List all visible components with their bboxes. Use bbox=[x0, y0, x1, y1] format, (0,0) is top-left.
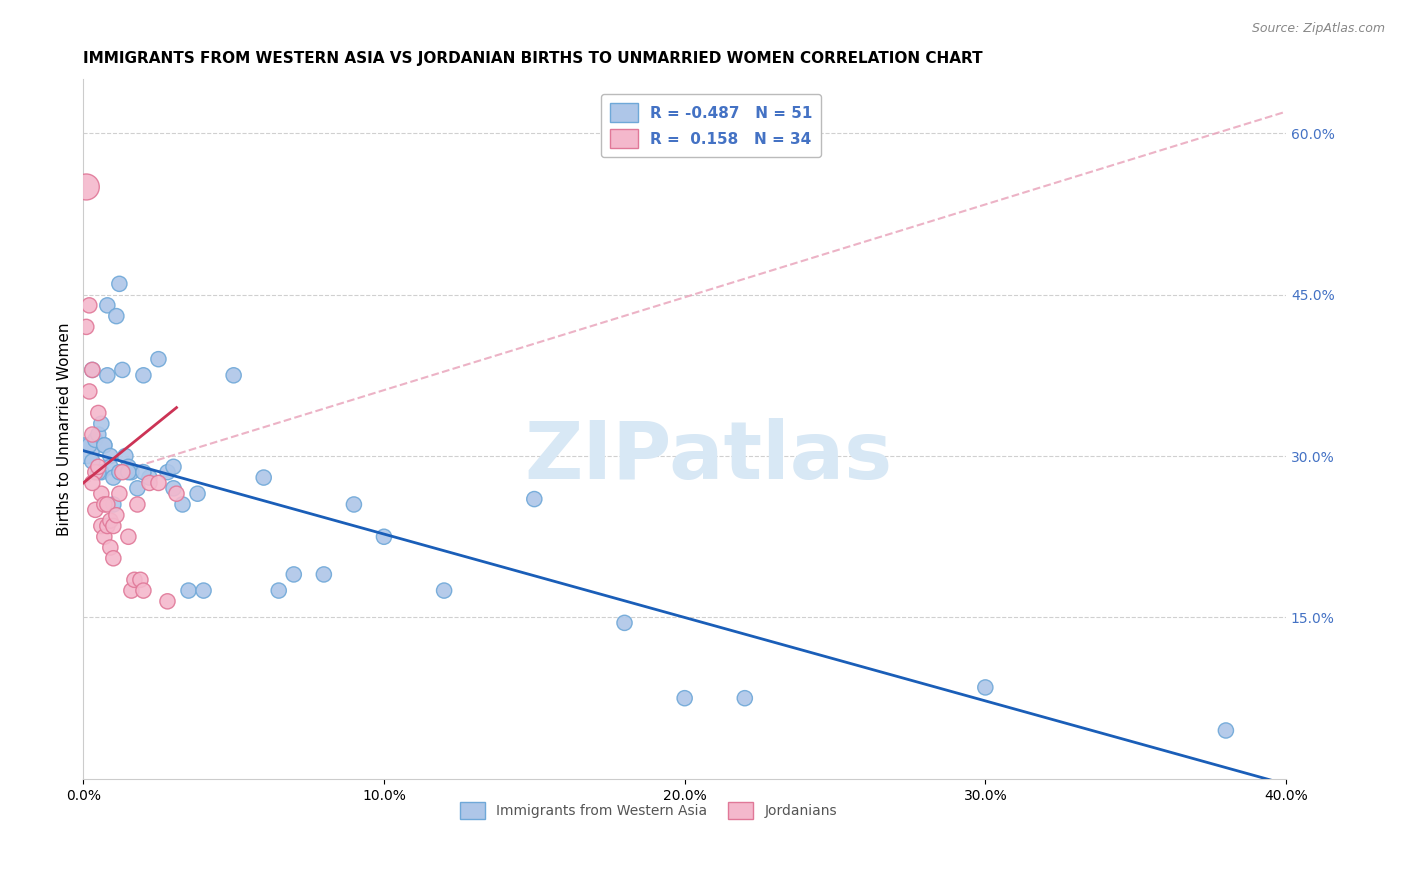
Point bbox=[253, 470, 276, 484]
Point bbox=[93, 498, 115, 512]
Point bbox=[96, 498, 118, 512]
Point bbox=[93, 438, 115, 452]
Point bbox=[283, 567, 305, 582]
Point bbox=[90, 486, 112, 500]
Point bbox=[373, 530, 395, 544]
Point bbox=[523, 492, 546, 507]
Point bbox=[127, 498, 149, 512]
Point bbox=[103, 498, 125, 512]
Point bbox=[613, 615, 636, 630]
Point bbox=[734, 691, 756, 706]
Point bbox=[343, 498, 366, 512]
Point bbox=[93, 438, 115, 452]
Point bbox=[117, 459, 139, 474]
Point bbox=[120, 465, 142, 479]
Point bbox=[105, 309, 128, 323]
Point bbox=[90, 417, 112, 431]
Point bbox=[1215, 723, 1237, 738]
Point bbox=[177, 583, 200, 598]
Legend: Immigrants from Western Asia, Jordanians: Immigrants from Western Asia, Jordanians bbox=[454, 797, 842, 824]
Point bbox=[267, 583, 290, 598]
Point bbox=[84, 465, 107, 479]
Point bbox=[90, 465, 112, 479]
Point bbox=[105, 508, 128, 523]
Point bbox=[111, 363, 134, 377]
Point bbox=[79, 298, 101, 312]
Point bbox=[98, 514, 121, 528]
Point bbox=[108, 277, 131, 291]
Point bbox=[172, 498, 194, 512]
Point bbox=[222, 368, 245, 383]
Point bbox=[87, 465, 110, 479]
Point bbox=[82, 454, 104, 468]
Text: ZIPatlas: ZIPatlas bbox=[524, 418, 893, 496]
Point bbox=[87, 459, 110, 474]
Text: IMMIGRANTS FROM WESTERN ASIA VS JORDANIAN BIRTHS TO UNMARRIED WOMEN CORRELATION : IMMIGRANTS FROM WESTERN ASIA VS JORDANIA… bbox=[83, 51, 983, 66]
Point bbox=[117, 530, 139, 544]
Text: Source: ZipAtlas.com: Source: ZipAtlas.com bbox=[1251, 22, 1385, 36]
Point bbox=[132, 465, 155, 479]
Point bbox=[93, 530, 115, 544]
Point bbox=[162, 481, 184, 495]
Point bbox=[84, 503, 107, 517]
Point bbox=[75, 319, 97, 334]
Point bbox=[156, 594, 179, 608]
Point bbox=[148, 352, 170, 367]
Point bbox=[193, 583, 215, 598]
Point bbox=[138, 470, 160, 484]
Point bbox=[82, 475, 104, 490]
Point bbox=[127, 481, 149, 495]
Point bbox=[79, 438, 101, 452]
Point bbox=[156, 465, 179, 479]
Point bbox=[108, 465, 131, 479]
Point bbox=[132, 583, 155, 598]
Point bbox=[75, 443, 97, 458]
Point bbox=[111, 465, 134, 479]
Point bbox=[108, 486, 131, 500]
Point bbox=[87, 406, 110, 420]
Point bbox=[124, 573, 146, 587]
Point bbox=[96, 519, 118, 533]
Point bbox=[117, 465, 139, 479]
Point bbox=[132, 368, 155, 383]
Point bbox=[98, 459, 121, 474]
Point bbox=[82, 363, 104, 377]
Point bbox=[166, 486, 188, 500]
Point bbox=[90, 519, 112, 533]
Point bbox=[312, 567, 335, 582]
Point bbox=[148, 475, 170, 490]
Point bbox=[138, 475, 160, 490]
Point bbox=[103, 551, 125, 566]
Point bbox=[673, 691, 696, 706]
Point bbox=[103, 519, 125, 533]
Point bbox=[974, 681, 997, 695]
Y-axis label: Births to Unmarried Women: Births to Unmarried Women bbox=[58, 322, 72, 536]
Point bbox=[79, 384, 101, 399]
Point bbox=[96, 298, 118, 312]
Point bbox=[82, 427, 104, 442]
Point bbox=[162, 459, 184, 474]
Point bbox=[82, 363, 104, 377]
Point bbox=[129, 573, 152, 587]
Point bbox=[98, 449, 121, 463]
Point bbox=[98, 541, 121, 555]
Point bbox=[433, 583, 456, 598]
Point bbox=[114, 449, 136, 463]
Point bbox=[96, 368, 118, 383]
Point bbox=[87, 427, 110, 442]
Point bbox=[75, 180, 97, 194]
Point bbox=[103, 470, 125, 484]
Point bbox=[120, 583, 142, 598]
Point bbox=[84, 433, 107, 447]
Point bbox=[187, 486, 209, 500]
